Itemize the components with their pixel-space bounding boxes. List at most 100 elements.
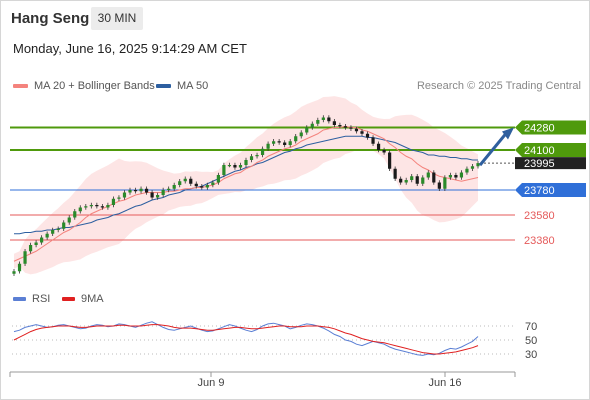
level-label-23780: 23780 [524,185,555,197]
timestamp: Monday, June 16, 2025 9:14:29 AM CET [13,41,247,56]
ma50-line [14,135,478,235]
candle-body [432,172,436,183]
candle-body [465,168,469,173]
candle-body [349,127,353,129]
candle-body [28,245,33,252]
candle-body [95,205,99,207]
candle-body [233,165,237,168]
projection-arrow-head [502,127,514,140]
candle-body [388,152,392,169]
candle-body [454,175,458,178]
candle-body [34,242,38,245]
candle-body [194,183,198,187]
candle-body [244,160,248,165]
candle-body [200,186,204,188]
candle-body [12,271,16,274]
legend-ma20-bb: MA 20 + Bollinger Bands [13,80,155,92]
legend-ma50: MA 50 [156,80,208,92]
candle-body [78,207,82,212]
level-label-23580: 23580 [524,210,555,222]
candle-body [122,192,127,198]
candle-body [62,222,66,229]
x-tick-label: Jun 9 [198,377,225,389]
candle-body [205,185,209,188]
candle-body [382,150,386,153]
legend-ma50-label: MA 50 [177,80,209,92]
rsi-line [13,321,479,356]
level-tag-24100 [515,143,586,157]
candle-body [283,142,287,145]
legend-9ma: 9MA [62,293,104,305]
projection-arrow-line [478,132,508,167]
candle-body [150,192,154,198]
candle-body [255,155,259,157]
legend-ma20-label: MA 20 + Bollinger Bands [34,80,155,92]
candle-body [216,175,220,183]
candle-body [310,123,314,128]
candle-body [338,125,342,127]
legend-ma20-swatch [13,84,28,89]
candle-body [316,120,320,124]
candle-body [106,205,110,208]
candle-body [476,163,480,167]
candle-body [437,182,441,189]
candle-body [183,178,187,182]
candle-body [354,128,359,132]
candle-body [305,127,309,133]
candle-body [117,197,121,199]
candle-body [128,190,132,193]
rsi-tick-50: 50 [525,335,537,347]
candle-body [376,143,381,150]
legend-rsi-label: RSI [32,293,51,305]
candle-body [470,166,475,169]
candle-body [443,177,447,189]
candle-body [421,177,425,184]
candle-body [172,185,176,189]
candle-body [178,181,182,185]
candle-body [211,182,215,185]
legend-rsi: RSI [13,293,50,305]
level-tag-23780 [515,183,586,197]
timeframe-button[interactable]: 30 MIN [91,7,143,30]
candle-body [167,188,171,190]
ma20-line [13,125,479,262]
candle-body [365,133,370,138]
instrument-title: Hang Seng [11,10,90,27]
candle-body [426,172,430,178]
level-label-23995: 23995 [524,158,555,170]
candle-body [294,136,298,142]
candle-body [40,237,44,243]
candle-body [161,190,165,195]
bollinger-band [14,96,478,275]
rsi-tick-70: 70 [525,321,537,333]
candle-body [222,165,226,175]
candle-body [410,176,414,180]
candle-body [249,156,254,160]
legend-ma50-swatch [156,84,171,89]
candle-body [89,205,93,207]
candle-body [45,233,49,238]
candle-body [227,165,232,167]
credit-text: Research © 2025 Trading Central [416,80,581,92]
level-label-24280: 24280 [524,123,555,135]
candle-body [327,117,331,122]
candle-body [448,175,452,178]
level-label-24100: 24100 [524,145,555,157]
candle-body [260,148,265,155]
candle-body [393,168,397,179]
candle-body [272,141,276,144]
candle-body [399,178,403,183]
candle-body [17,263,22,272]
last-price-tag [515,157,586,170]
candle-body [288,141,292,145]
candle-body [415,176,419,184]
candle-body [84,206,88,208]
candle-body [332,121,336,125]
candle-body [299,132,303,137]
legend-rsi-swatch [13,297,26,302]
x-tick-label: Jun 16 [428,377,461,389]
rsi-tick-30: 30 [525,349,537,361]
candle-body [56,228,60,230]
candle-body [459,172,464,178]
